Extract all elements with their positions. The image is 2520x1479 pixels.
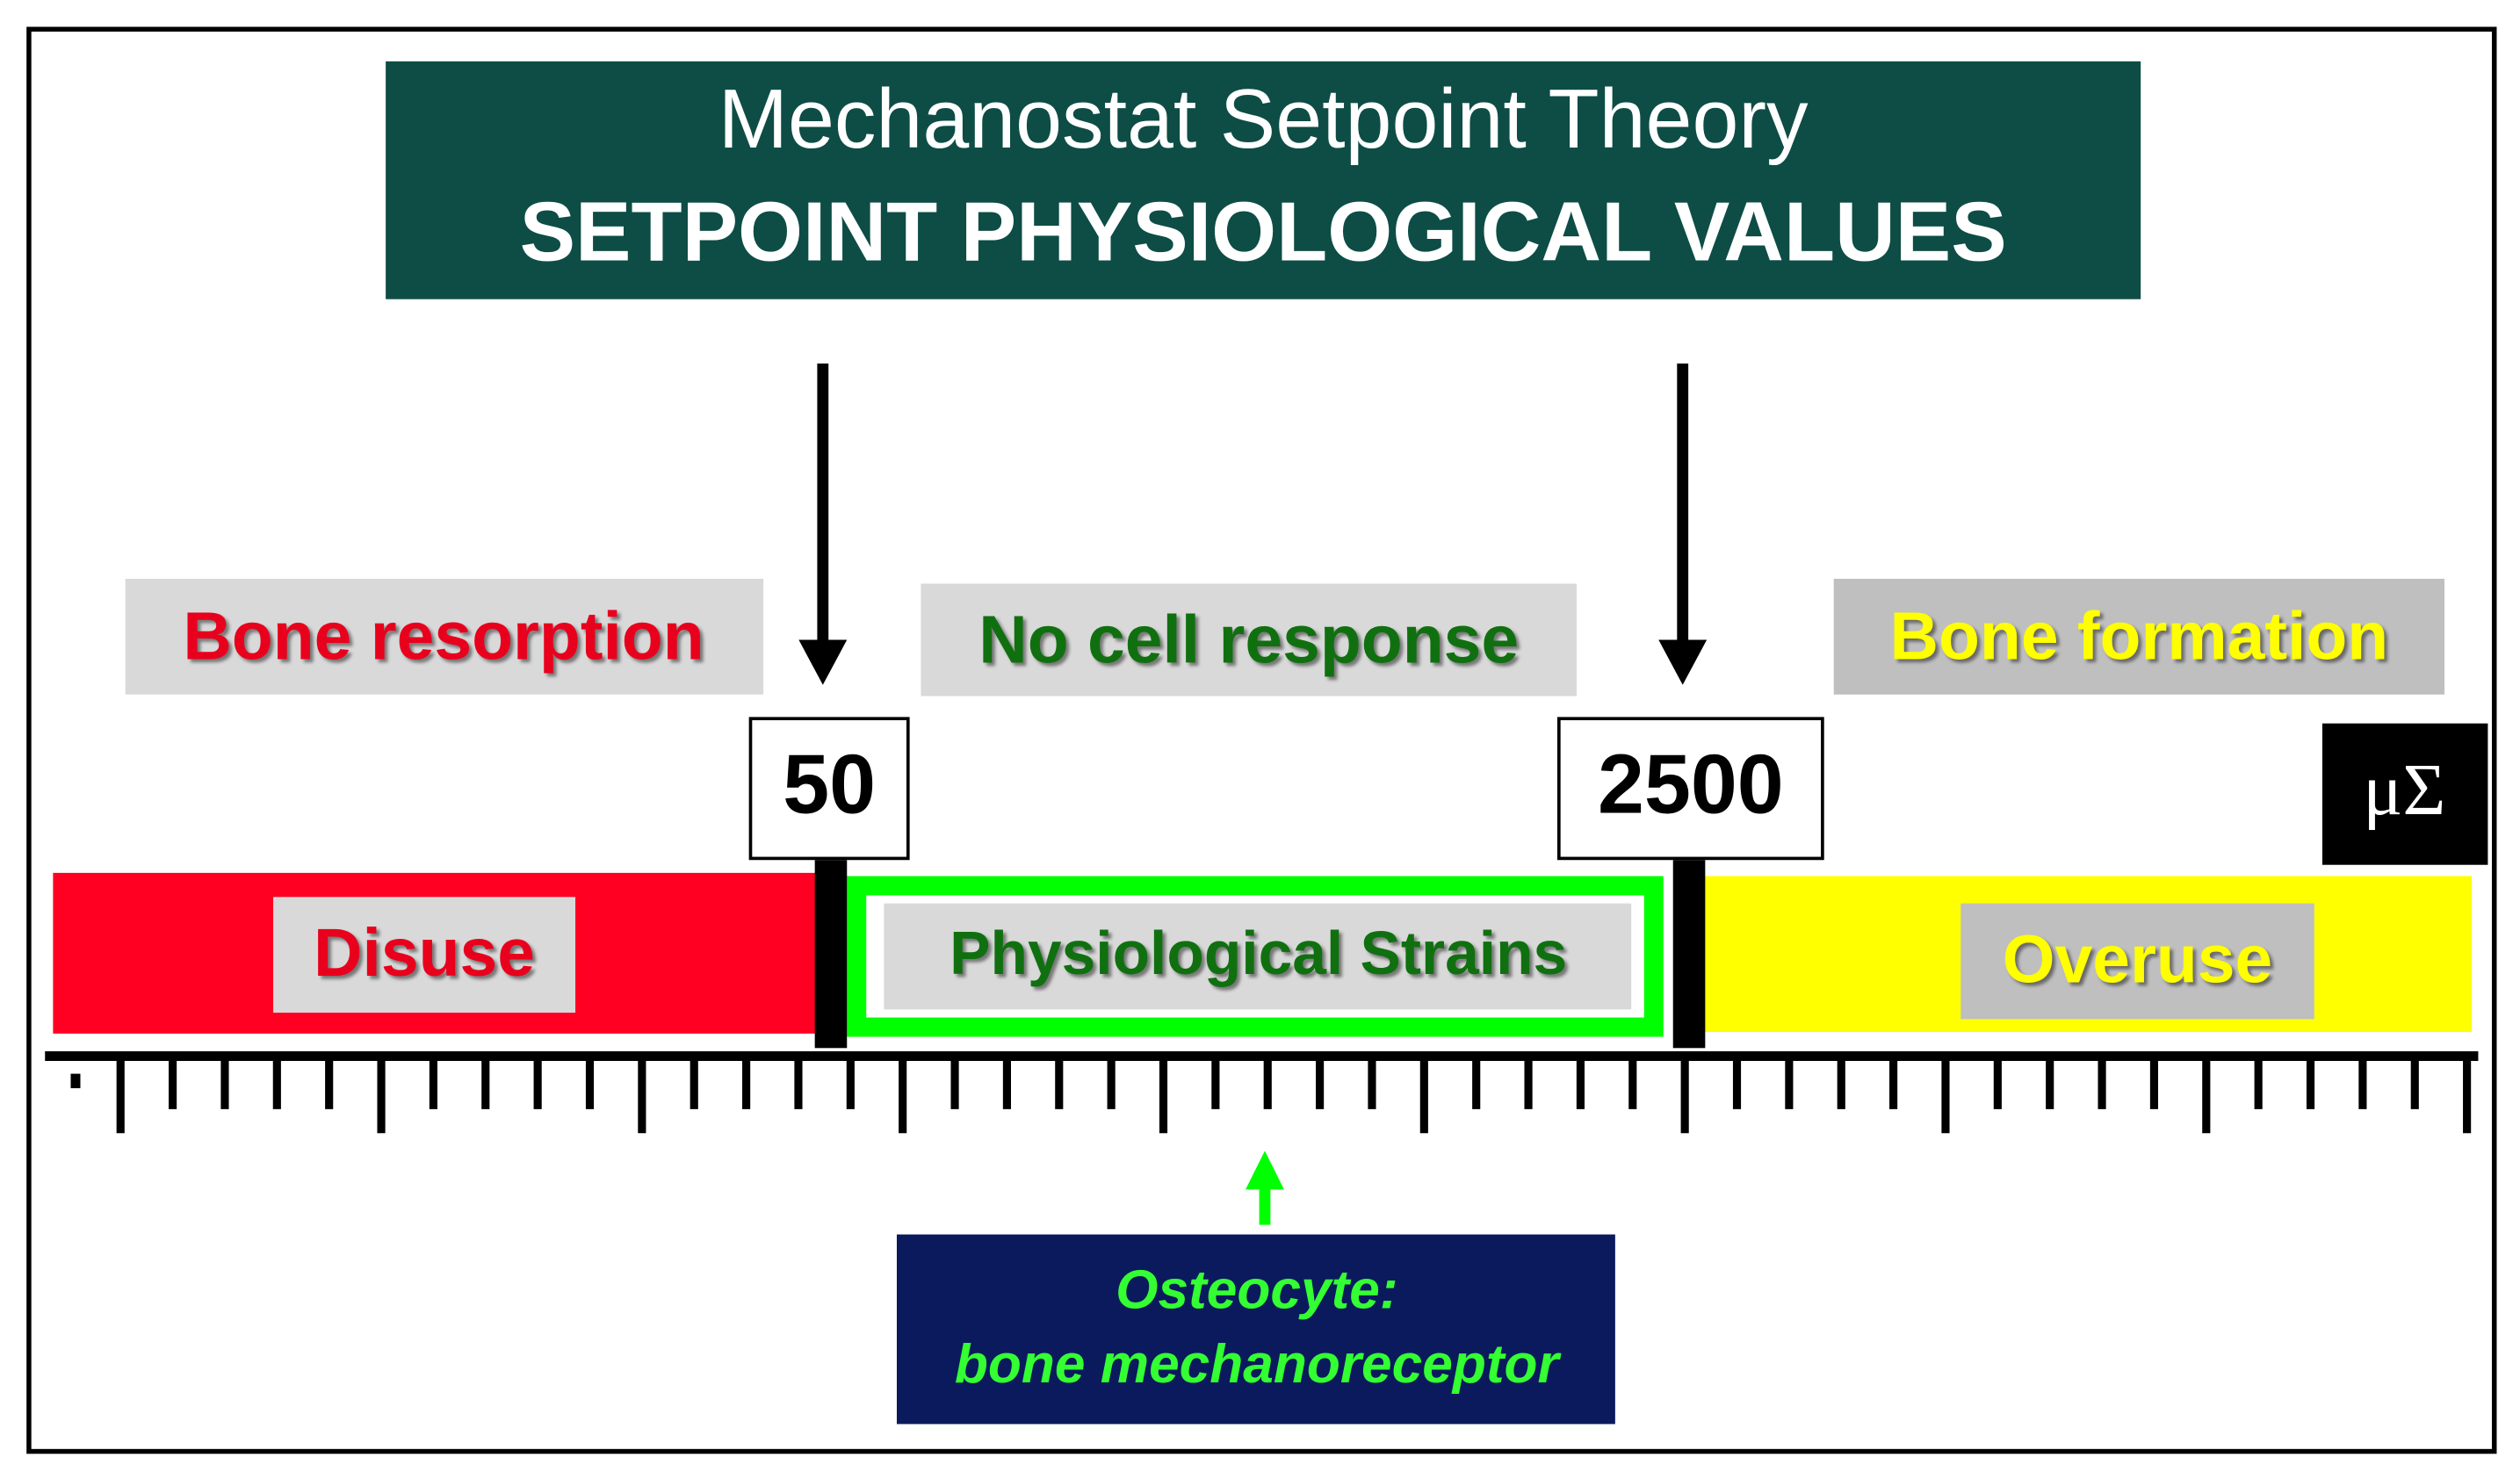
title-box — [386, 61, 2141, 299]
sensor-label: Osteocyte: — [1116, 1260, 1398, 1321]
zone-label: Physiological Strains — [950, 919, 1567, 987]
sensor-box — [896, 1234, 1615, 1425]
setpoint-box — [1556, 717, 1824, 861]
arrows — [798, 363, 1708, 685]
ruler — [45, 1050, 2479, 1134]
response-label: Bone resorption — [183, 599, 704, 675]
separator — [814, 860, 848, 1049]
setpoint-box — [748, 717, 910, 861]
unit: μΣ — [2363, 749, 2445, 831]
response-box — [921, 583, 1577, 696]
zone-box — [273, 897, 576, 1014]
setpoint-value: 50 — [783, 739, 876, 832]
unit-box — [2321, 723, 2488, 865]
separator — [1672, 860, 1706, 1049]
zone-box — [1960, 903, 2314, 1020]
setpoint-value: 2500 — [1598, 739, 1784, 832]
response-box — [1833, 579, 2445, 695]
sensor-label: bone mechanoreceptor — [955, 1334, 1563, 1395]
response-label: No cell response — [978, 602, 1519, 677]
frame — [26, 26, 2497, 1454]
subtitle: SETPOINT PHYSIOLOGICAL VALUES — [520, 185, 2007, 278]
response-label: Bone formation — [1890, 599, 2389, 675]
zone-box — [884, 903, 1632, 1010]
zone-label: Overuse — [2003, 921, 2273, 997]
sensor-arrow — [1246, 1151, 1284, 1225]
title: Mechanostat Setpoint Theory — [718, 73, 1809, 166]
response-box — [125, 579, 764, 695]
zone-label: Disuse — [314, 915, 535, 991]
